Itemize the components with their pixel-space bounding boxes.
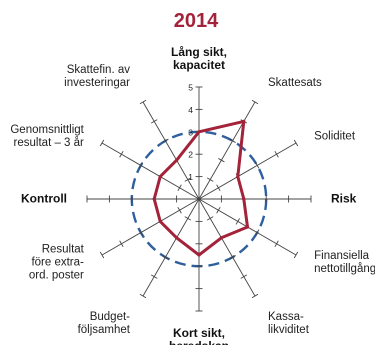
axis-label-line: Resultat bbox=[42, 244, 85, 256]
axis-tick bbox=[255, 229, 260, 236]
series-point bbox=[242, 197, 246, 201]
axis-label-line: ord. poster bbox=[29, 270, 84, 282]
axis-label-line: före extra- bbox=[31, 257, 84, 269]
axis-tick bbox=[138, 162, 143, 169]
axis-label: Kassa-likviditet bbox=[268, 311, 310, 336]
axis-line bbox=[101, 142, 200, 200]
axis-tick bbox=[216, 206, 221, 214]
axis-label-line: likviditet bbox=[268, 324, 310, 336]
axis-label-line: Genomsnittligt bbox=[10, 124, 84, 136]
axis-tick bbox=[99, 251, 105, 259]
tick-label: 5 bbox=[188, 83, 193, 93]
chart-title: 2014 bbox=[174, 10, 219, 32]
axis-tick bbox=[293, 251, 299, 259]
axis-tick bbox=[206, 216, 214, 221]
axis-tick bbox=[216, 184, 221, 192]
axis-tick bbox=[218, 158, 225, 163]
axis-tick bbox=[177, 184, 182, 192]
series-point bbox=[219, 236, 223, 240]
axis-label-line: Kort sikt, bbox=[173, 326, 225, 340]
series-point bbox=[175, 158, 179, 162]
series-point bbox=[197, 130, 201, 134]
axis-label: Finansiellanettotillgångar bbox=[314, 250, 375, 275]
axis-label-line: Skattesats bbox=[268, 77, 322, 89]
axis-label-line: beredskap bbox=[169, 339, 229, 345]
axis-label: Genomsnittligt resultat – 3 år bbox=[10, 124, 84, 149]
axis-tick bbox=[274, 240, 279, 248]
axis-tick bbox=[150, 119, 158, 124]
tick-label: 1 bbox=[188, 172, 193, 182]
axis-line bbox=[198, 198, 256, 297]
axis-tick bbox=[119, 150, 124, 158]
axis-line bbox=[101, 198, 200, 256]
axis-label-line: resultat – 3 år bbox=[14, 137, 84, 149]
axis-tick bbox=[184, 177, 192, 182]
axis-tick bbox=[229, 255, 236, 260]
tick-labels-group: 1 2 3 4 5 bbox=[188, 83, 193, 183]
axis-tick bbox=[235, 218, 240, 225]
axis-tick bbox=[150, 274, 158, 279]
axis-label: Kort sikt,beredskap bbox=[169, 326, 229, 345]
axis-tick bbox=[251, 99, 259, 105]
axis-label-line: Skattefin. av bbox=[67, 64, 131, 76]
tick-label: 2 bbox=[188, 150, 193, 160]
series-point bbox=[152, 197, 156, 201]
axis-tick bbox=[229, 138, 236, 143]
axis-line bbox=[198, 101, 256, 200]
axis-label-line: Finansiella bbox=[314, 250, 370, 262]
axes-group bbox=[86, 86, 312, 312]
series-point bbox=[197, 253, 201, 257]
axis-label: Lång sikt, kapacitet bbox=[171, 45, 227, 72]
axis-label: Risk bbox=[331, 192, 357, 206]
series-point bbox=[242, 119, 246, 124]
axis-line bbox=[198, 142, 297, 200]
series-point bbox=[236, 175, 240, 179]
axis-tick bbox=[274, 150, 279, 158]
axis-labels-group: Lång sikt, kapacitet Skattesats Soliditet Ri… bbox=[10, 45, 375, 345]
axis-tick bbox=[206, 177, 214, 182]
axis-line bbox=[142, 198, 200, 297]
tick-label: 4 bbox=[188, 105, 193, 115]
series-point bbox=[158, 219, 162, 223]
axis-label-line: Kontroll bbox=[21, 192, 67, 206]
axis-tick bbox=[162, 255, 169, 260]
series-point bbox=[245, 225, 250, 229]
axis-tick bbox=[251, 293, 259, 299]
axis-label-line: investeringar bbox=[64, 77, 130, 89]
axis-label-line: Budget- bbox=[90, 311, 130, 323]
axis-tick bbox=[138, 229, 143, 236]
axis-tick bbox=[184, 216, 192, 221]
axis-label: Soliditet bbox=[314, 131, 356, 143]
axis-tick bbox=[177, 206, 182, 214]
tick-label: 3 bbox=[188, 127, 193, 137]
axis-tick bbox=[240, 274, 248, 279]
series-group bbox=[152, 119, 250, 257]
axis-tick bbox=[119, 240, 124, 248]
axis-label-line: Risk bbox=[331, 192, 357, 206]
axis-label: Skattefin. av investeringar bbox=[64, 64, 130, 89]
axis-line bbox=[142, 101, 200, 200]
axis-tick bbox=[139, 293, 147, 299]
axis-label-line: Soliditet bbox=[314, 131, 356, 143]
axis-label: Resultat före extra-ord. poster bbox=[29, 244, 85, 282]
axis-tick bbox=[255, 162, 260, 169]
axis-label-line: nettotillgångar bbox=[314, 263, 375, 275]
axis-tick bbox=[139, 99, 147, 105]
axis-label-line: Kassa- bbox=[268, 311, 304, 323]
axis-tick bbox=[162, 138, 169, 143]
series-point bbox=[158, 175, 162, 179]
axis-label: Kontroll bbox=[21, 192, 67, 206]
axis-label-line: Lång sikt, bbox=[171, 45, 227, 59]
axis-label-line: kapacitet bbox=[173, 58, 225, 72]
series-point bbox=[175, 236, 179, 240]
axis-label: Budget-följsamhet bbox=[78, 311, 131, 336]
axis-label-line: följsamhet bbox=[78, 324, 131, 336]
axis-tick bbox=[99, 139, 105, 147]
axis-tick bbox=[293, 139, 299, 147]
axis-label: Skattesats bbox=[268, 77, 322, 89]
